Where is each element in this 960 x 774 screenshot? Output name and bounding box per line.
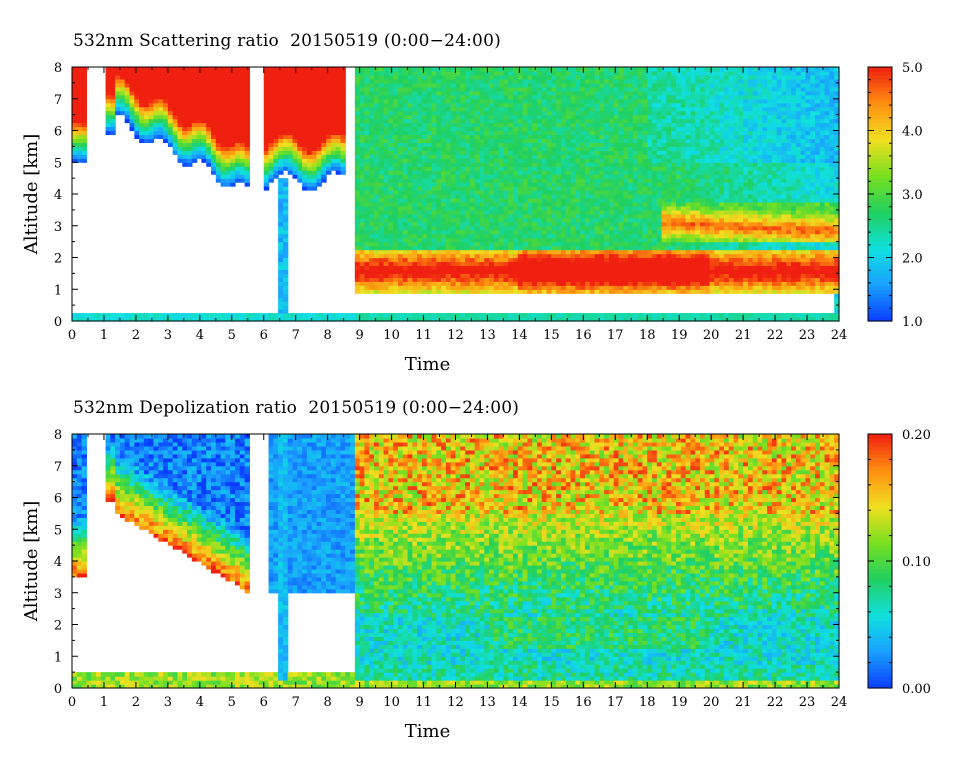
y-tick-label: 4 bbox=[54, 555, 62, 570]
x-tick-label: 8 bbox=[324, 328, 332, 343]
y-tick-label: 2 bbox=[54, 619, 62, 634]
x-tick-label: 9 bbox=[355, 695, 363, 710]
x-tick-label: 20 bbox=[703, 328, 720, 343]
y-tick-label: 6 bbox=[54, 492, 62, 507]
x-tick-label: 16 bbox=[575, 695, 592, 710]
x-axis-label: Time bbox=[405, 721, 450, 742]
colorbar-tick-label: 0.20 bbox=[902, 428, 931, 443]
chart-title: 532nm Scattering ratio 20150519 (0:00−24… bbox=[73, 31, 501, 51]
y-tick-label: 1 bbox=[54, 283, 62, 298]
y-tick-label: 0 bbox=[54, 315, 62, 330]
x-tick-label: 11 bbox=[415, 695, 432, 710]
y-tick-label: 4 bbox=[54, 188, 62, 203]
x-tick-label: 22 bbox=[767, 328, 784, 343]
y-tick-label: 5 bbox=[54, 523, 62, 538]
x-tick-label: 21 bbox=[735, 695, 752, 710]
colorbar-tick-label: 5.0 bbox=[902, 61, 923, 76]
x-tick-label: 18 bbox=[639, 328, 656, 343]
x-tick-label: 3 bbox=[164, 328, 172, 343]
y-axis-label: Altitude [km] bbox=[21, 134, 42, 256]
depolarization-ratio-panel: 532nm Depolization ratio 20150519 (0:00−… bbox=[0, 367, 960, 770]
y-tick-label: 2 bbox=[54, 252, 62, 267]
x-tick-label: 23 bbox=[799, 328, 816, 343]
x-tick-label: 19 bbox=[671, 695, 688, 710]
x-tick-label: 6 bbox=[260, 328, 268, 343]
x-tick-label: 4 bbox=[196, 695, 204, 710]
colorbar-tick-label: 0.00 bbox=[902, 682, 931, 697]
x-tick-label: 14 bbox=[511, 695, 528, 710]
y-tick-label: 5 bbox=[54, 156, 62, 171]
y-tick-label: 7 bbox=[54, 93, 62, 108]
x-tick-label: 20 bbox=[703, 695, 720, 710]
x-tick-label: 7 bbox=[292, 695, 300, 710]
x-tick-label: 16 bbox=[575, 328, 592, 343]
x-tick-label: 21 bbox=[735, 328, 752, 343]
x-tick-label: 1 bbox=[100, 328, 108, 343]
x-tick-label: 9 bbox=[355, 328, 363, 343]
x-tick-label: 12 bbox=[447, 328, 464, 343]
x-tick-label: 22 bbox=[767, 695, 784, 710]
x-tick-label: 15 bbox=[543, 328, 560, 343]
x-tick-label: 5 bbox=[228, 695, 236, 710]
chart-title: 532nm Depolization ratio 20150519 (0:00−… bbox=[73, 398, 519, 418]
colorbar-tick-label: 1.0 bbox=[902, 315, 923, 330]
x-tick-label: 5 bbox=[228, 328, 236, 343]
colorbar-tick-label: 2.0 bbox=[902, 252, 923, 267]
y-tick-label: 1 bbox=[54, 650, 62, 665]
heatmap-cells bbox=[72, 434, 840, 689]
x-tick-label: 2 bbox=[132, 328, 140, 343]
x-tick-label: 17 bbox=[607, 328, 624, 343]
x-tick-label: 13 bbox=[479, 695, 496, 710]
x-tick-label: 14 bbox=[511, 328, 528, 343]
y-tick-label: 3 bbox=[54, 587, 62, 602]
x-tick-label: 8 bbox=[324, 695, 332, 710]
x-tick-label: 19 bbox=[671, 328, 688, 343]
x-tick-label: 10 bbox=[383, 328, 400, 343]
heatmap-cells bbox=[72, 67, 840, 322]
colorbar-tick-label: 0.10 bbox=[902, 555, 931, 570]
y-tick-label: 6 bbox=[54, 125, 62, 140]
y-tick-label: 3 bbox=[54, 220, 62, 235]
x-tick-label: 15 bbox=[543, 695, 560, 710]
y-tick-label: 8 bbox=[54, 428, 62, 443]
y-tick-label: 0 bbox=[54, 682, 62, 697]
x-tick-label: 2 bbox=[132, 695, 140, 710]
colorbar-tick-label: 4.0 bbox=[902, 125, 923, 140]
x-tick-label: 3 bbox=[164, 695, 172, 710]
x-tick-label: 7 bbox=[292, 328, 300, 343]
x-tick-label: 0 bbox=[68, 328, 76, 343]
x-tick-label: 11 bbox=[415, 328, 432, 343]
y-axis-label: Altitude [km] bbox=[21, 501, 42, 623]
x-tick-label: 10 bbox=[383, 695, 400, 710]
colorbar-tick-label: 3.0 bbox=[902, 188, 923, 203]
scattering-ratio-panel: 532nm Scattering ratio 20150519 (0:00−24… bbox=[0, 0, 960, 385]
y-tick-label: 8 bbox=[54, 61, 62, 76]
x-tick-label: 13 bbox=[479, 328, 496, 343]
x-tick-label: 12 bbox=[447, 695, 464, 710]
x-tick-label: 0 bbox=[68, 695, 76, 710]
x-tick-label: 6 bbox=[260, 695, 268, 710]
y-tick-label: 7 bbox=[54, 460, 62, 475]
x-tick-label: 4 bbox=[196, 328, 204, 343]
x-tick-label: 1 bbox=[100, 695, 108, 710]
x-tick-label: 24 bbox=[831, 695, 848, 710]
x-tick-label: 24 bbox=[831, 328, 848, 343]
x-tick-label: 18 bbox=[639, 695, 656, 710]
x-tick-label: 17 bbox=[607, 695, 624, 710]
x-tick-label: 23 bbox=[799, 695, 816, 710]
